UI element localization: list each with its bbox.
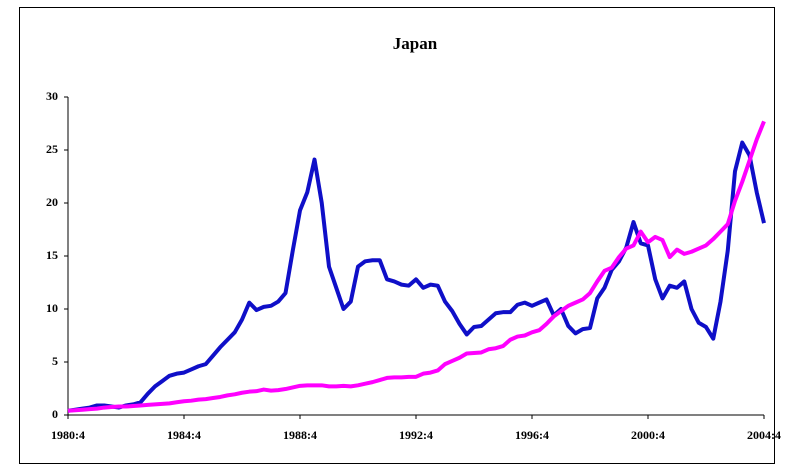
x-tick-label: 1996:4 [515,428,549,442]
y-tick-label: 10 [46,301,58,315]
y-tick-label: 5 [52,354,58,368]
series-line [67,140,766,413]
y-tick-label: 20 [46,195,58,209]
x-tick-label: 2000:4 [631,428,665,442]
x-tick-label: 2004:4 [747,428,781,442]
series-line [67,120,766,413]
y-tick-label: 15 [46,248,58,262]
x-tick-label: 1988:4 [283,428,317,442]
y-tick-label: 25 [46,142,58,156]
y-tick-label: 0 [52,407,58,421]
x-tick-label: 1992:4 [399,428,433,442]
x-tick-label: 1984:4 [167,428,201,442]
chart-title: Japan [393,34,438,53]
x-tick-label: 1980:4 [51,428,85,442]
chart-frame [19,7,775,464]
y-tick-label: 30 [46,89,58,103]
